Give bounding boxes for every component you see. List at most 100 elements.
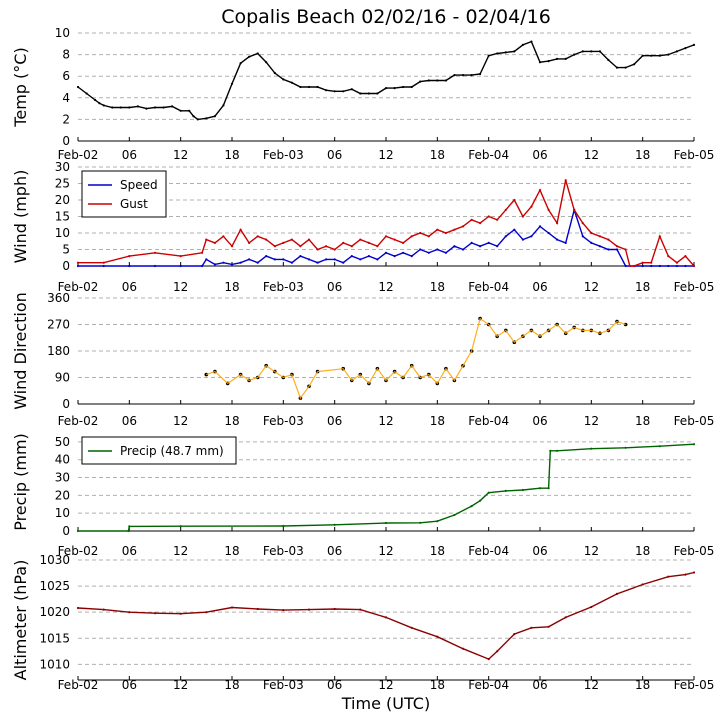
data-point (444, 79, 447, 82)
x-tick-label: 12 (378, 544, 393, 558)
data-point (239, 62, 242, 65)
data-point (564, 57, 567, 61)
data-point (410, 85, 413, 89)
data-point (102, 608, 105, 611)
x-tick-label: Feb-04 (468, 414, 509, 428)
data-point (98, 102, 101, 105)
data-point (256, 607, 259, 611)
data-point (376, 258, 379, 261)
data-point (453, 74, 456, 77)
data-point (521, 43, 525, 47)
data-point (650, 261, 653, 264)
data-point (530, 40, 533, 43)
x-tick-label: 18 (430, 280, 445, 294)
data-point (273, 245, 276, 248)
data-point (179, 255, 182, 258)
x-tick-label: 12 (584, 414, 599, 428)
x-tick-label: 12 (584, 280, 599, 294)
data-point (590, 241, 593, 244)
data-point (384, 616, 388, 619)
data-point (384, 87, 388, 90)
data-point (162, 106, 165, 109)
data-point (581, 235, 584, 238)
data-point (128, 255, 131, 258)
x-tick-label: 18 (635, 414, 650, 428)
x-tick-label: Feb-02 (58, 678, 99, 692)
data-point (282, 258, 285, 261)
y-tick-label: 1025 (39, 579, 70, 593)
data-point (273, 71, 276, 75)
data-point (153, 264, 157, 268)
data-point (393, 255, 396, 258)
x-tick-label: 12 (173, 148, 188, 162)
data-point (521, 488, 525, 492)
x-tick-label: 18 (430, 414, 445, 428)
data-point (590, 447, 593, 450)
data-point (598, 245, 602, 248)
data-point (684, 573, 687, 576)
y-tick-label: 6 (62, 69, 70, 83)
data-point (496, 52, 499, 55)
x-tick-label: 18 (635, 678, 650, 692)
data-point (487, 54, 490, 57)
data-point (692, 571, 696, 574)
data-point (230, 245, 234, 248)
data-point (367, 92, 370, 95)
x-tick-label: 06 (122, 544, 137, 558)
data-point (461, 647, 465, 650)
data-point (402, 251, 405, 254)
data-point (479, 72, 482, 76)
x-tick-label: Feb-02 (58, 544, 99, 558)
x-tick-label: 06 (532, 414, 547, 428)
data-point (410, 626, 413, 629)
data-point (427, 79, 430, 82)
data-point (222, 235, 225, 238)
data-point (230, 606, 234, 609)
data-point (607, 58, 610, 62)
y-tick-label: 1020 (39, 605, 70, 619)
y-tick-label: 30 (55, 160, 70, 174)
data-point (641, 583, 644, 586)
x-tick-label: 18 (635, 148, 650, 162)
x-tick-label: 12 (378, 148, 393, 162)
y-tick-label: 1030 (39, 553, 70, 567)
x-tick-label: Feb-02 (58, 414, 99, 428)
data-point (342, 261, 345, 264)
x-tick-label: 12 (173, 280, 188, 294)
data-point (658, 54, 661, 57)
chart-panel-2: 0 5 10 15 20 25 30 Feb-02 06 12 18 Feb-03 06 12 18 Feb-… (11, 160, 714, 294)
data-point (102, 261, 105, 264)
data-point (504, 208, 507, 211)
data-point (667, 575, 670, 578)
data-point (564, 616, 567, 619)
data-point (496, 245, 499, 248)
data-point (513, 198, 516, 202)
data-point (196, 118, 199, 121)
data-point (615, 592, 619, 596)
series-line (77, 40, 695, 121)
data-point (316, 261, 319, 264)
data-point (410, 235, 413, 238)
data-point (307, 258, 311, 261)
data-point (538, 487, 542, 490)
data-point (556, 449, 559, 452)
chart-title: Copalis Beach 02/02/16 - 02/04/16 (221, 6, 551, 28)
series-precip-48-7-mm- (76, 443, 696, 533)
data-point (684, 47, 687, 50)
y-tick-label: 30 (55, 471, 70, 485)
data-point (265, 238, 268, 241)
data-point (179, 525, 182, 528)
x-tick-label: 06 (327, 414, 342, 428)
data-point (76, 261, 80, 264)
data-point (188, 109, 191, 112)
data-point (556, 238, 559, 241)
data-point (615, 248, 619, 251)
data-point (201, 251, 204, 254)
data-point (359, 608, 362, 611)
data-point (667, 255, 670, 258)
data-point (470, 505, 473, 508)
data-point (290, 81, 293, 84)
data-point (333, 523, 336, 526)
data-point (633, 63, 636, 66)
data-point (504, 489, 507, 492)
